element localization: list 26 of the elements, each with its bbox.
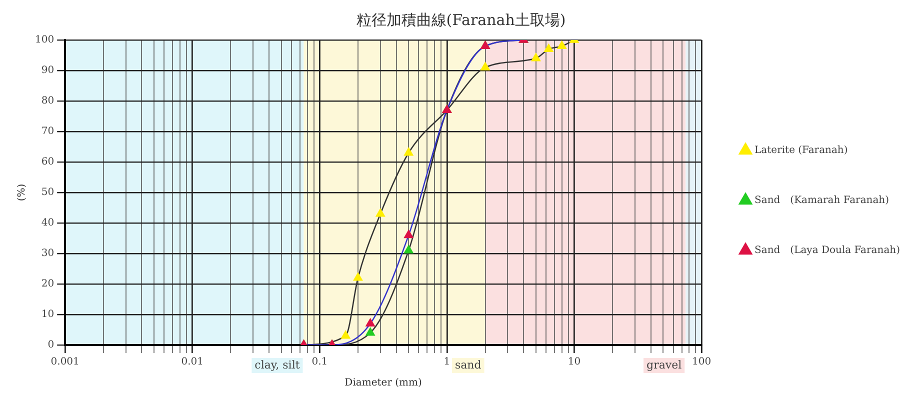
y-tick-label: 60 — [41, 156, 54, 168]
chart-title: 粒径加積曲線(Faranah土取場) — [356, 10, 566, 29]
x-tick-label: 0.001 — [50, 356, 80, 368]
y-axis-title: (%) — [16, 184, 28, 202]
band-label: clay, silt — [254, 358, 300, 372]
x-tick-label: 0.1 — [312, 356, 328, 368]
y-tick-label: 0 — [48, 340, 54, 351]
legend-label: Laterite (Faranah) — [754, 145, 848, 156]
y-tick-label: 10 — [41, 309, 54, 320]
y-tick-label: 50 — [41, 187, 54, 198]
y-tick-label: 40 — [41, 218, 54, 229]
y-tick-label: 20 — [41, 278, 54, 290]
x-tick-label: 100 — [692, 356, 712, 368]
y-tick-label: 100 — [34, 34, 54, 46]
legend-label: Sand (Kamarah Faranah) — [754, 195, 890, 206]
x-tick-label: 1 — [444, 356, 450, 368]
x-tick-label: 0.01 — [181, 356, 204, 368]
y-tick-label: 90 — [41, 65, 54, 76]
y-tick-label: 70 — [41, 126, 54, 138]
y-tick-label: 80 — [41, 96, 54, 107]
band-label: sand — [454, 358, 482, 372]
y-tick-label: 30 — [41, 248, 54, 260]
x-axis-title: Diameter (mm) — [344, 378, 422, 389]
band-label: gravel — [646, 358, 682, 372]
legend-label: Sand (Laya Doula Faranah) — [754, 245, 900, 256]
x-tick-label: 10 — [568, 356, 581, 368]
